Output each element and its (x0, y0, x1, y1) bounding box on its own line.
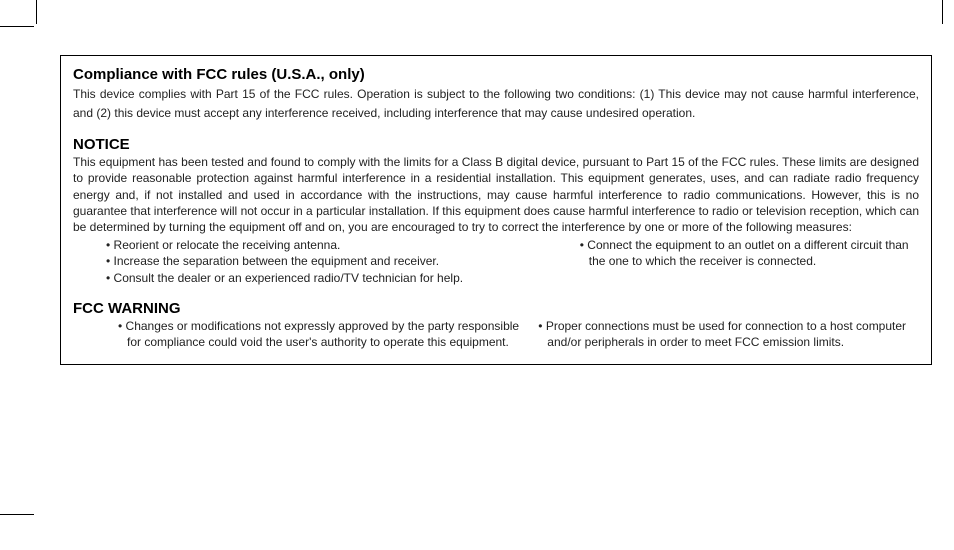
compliance-intro: This device complies with Part 15 of the… (73, 85, 919, 122)
page: Compliance with FCC rules (U.S.A., only)… (0, 0, 954, 550)
compliance-heading: Compliance with FCC rules (U.S.A., only) (73, 66, 919, 83)
warning-bullets: • Changes or modifications not expressly… (73, 318, 919, 350)
compliance-box: Compliance with FCC rules (U.S.A., only)… (60, 55, 932, 365)
fcc-warning-heading: FCC WARNING (73, 300, 919, 317)
notice-heading: NOTICE (73, 136, 919, 153)
warning-bullet: • Proper connections must be used for co… (538, 318, 919, 350)
notice-bullet: • Connect the equipment to an outlet on … (547, 237, 919, 269)
crop-mark (942, 0, 943, 24)
notice-bullets: • Reorient or relocate the receiving ant… (73, 237, 919, 286)
warning-bullet: • Changes or modifications not expressly… (73, 318, 520, 350)
crop-mark (0, 26, 34, 27)
notice-bullet: • Consult the dealer or an experienced r… (73, 270, 547, 286)
notice-bullet: • Increase the separation between the eq… (73, 253, 547, 269)
crop-mark (0, 514, 34, 515)
notice-body: This equipment has been tested and found… (73, 154, 919, 235)
crop-mark (36, 0, 37, 24)
notice-bullet: • Reorient or relocate the receiving ant… (73, 237, 547, 253)
